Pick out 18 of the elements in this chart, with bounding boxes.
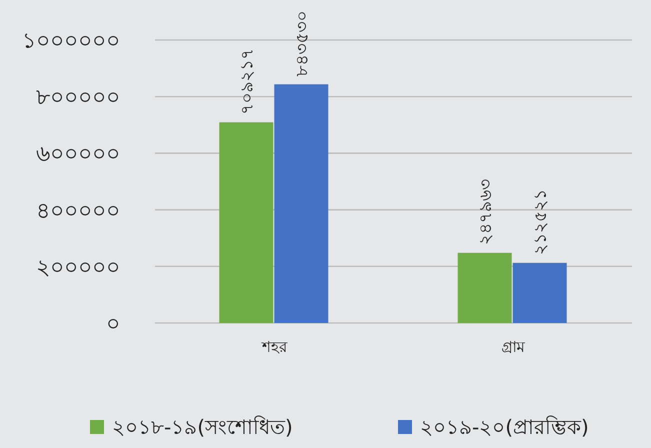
bar: [219, 122, 274, 323]
bar: [274, 84, 328, 323]
y-tick-label: ১০০০০০০: [22, 29, 120, 54]
y-tick-label: ৮০০০০০: [36, 86, 120, 111]
y-tick-label: ০: [106, 312, 120, 337]
data-label: ৭০৯২১৭: [238, 48, 258, 114]
data-label: ৮৪৩৫৩০: [292, 10, 313, 76]
legend-label: ২০১৮-১৯(সংশোধিত): [112, 415, 293, 439]
y-tick-label: ৪০০০০০: [36, 198, 120, 224]
data-label: ২১২৫২১: [531, 188, 552, 255]
legend-label: ২০১৯-২০(প্রারম্ভিক): [420, 415, 589, 439]
x-tick-label: গ্রাম: [501, 338, 526, 356]
y-tick-label: ২০০০০০: [36, 255, 120, 280]
bar: [458, 252, 512, 323]
data-label: ২৪৭৯৬৩: [476, 178, 496, 245]
y-tick-label: ৬০০০০০: [36, 142, 120, 168]
bar: [512, 262, 567, 323]
x-tick-label: শহর: [260, 338, 288, 356]
